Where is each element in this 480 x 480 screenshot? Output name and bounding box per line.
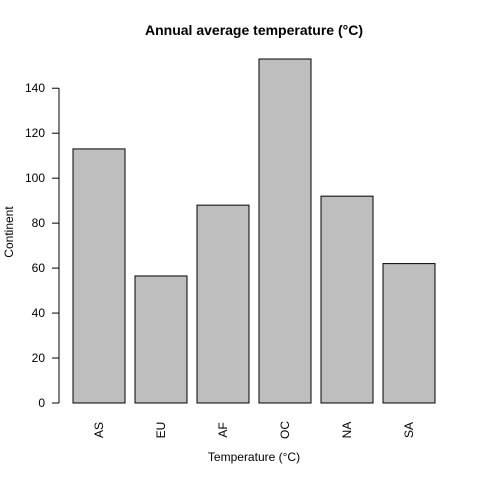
x-tick-label-na: NA	[340, 422, 354, 439]
bar-sa	[382, 263, 436, 404]
x-tick-label-sa: SA	[402, 422, 416, 438]
bar-as	[72, 148, 126, 404]
x-axis-ticks: AS EU AF OC NA SA	[92, 421, 416, 439]
x-tick-label-oc: OC	[278, 421, 292, 439]
x-axis-label: Temperature (°C)	[208, 450, 300, 464]
y-tick-label: 60	[32, 261, 46, 275]
bar-eu	[134, 275, 188, 404]
x-tick-label-eu: EU	[154, 422, 168, 439]
y-tick-label: 100	[25, 171, 45, 185]
y-tick-label: 140	[25, 81, 45, 95]
x-tick-label-af: AF	[216, 422, 230, 437]
y-tick-label: 80	[32, 216, 46, 230]
bars-group	[72, 58, 436, 404]
bar-na	[320, 195, 374, 404]
y-tick-label: 40	[32, 306, 46, 320]
chart-title: Annual average temperature (°C)	[145, 22, 363, 38]
bar-af	[196, 204, 250, 404]
y-tick-label: 20	[32, 351, 46, 365]
bar-oc	[258, 58, 312, 404]
y-tick-label: 120	[25, 126, 45, 140]
y-axis-label: Continent	[2, 206, 16, 258]
y-axis: 0 20 40 60 80 100 120 140	[25, 81, 60, 410]
y-tick-label: 0	[38, 396, 45, 410]
x-tick-label-as: AS	[92, 422, 106, 438]
